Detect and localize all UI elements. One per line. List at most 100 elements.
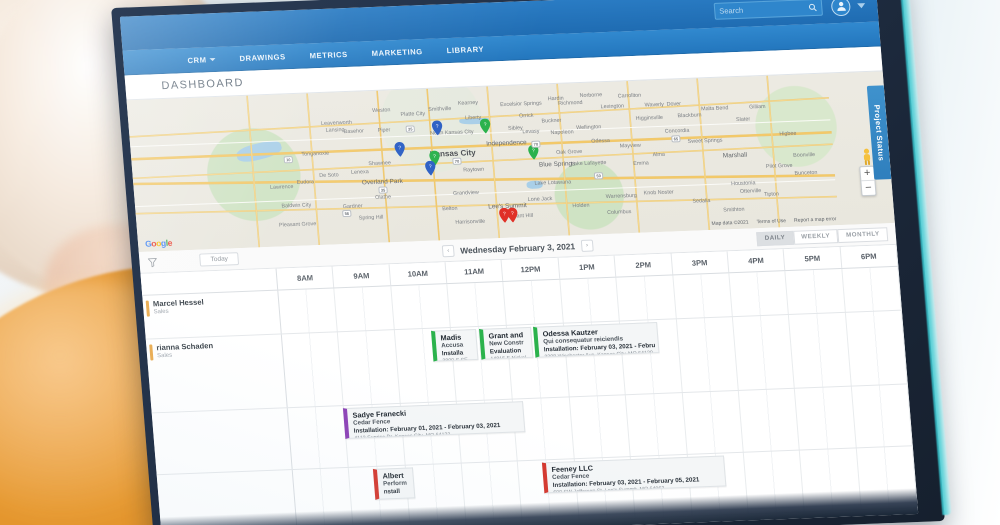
highway-shield-icon: 70 xyxy=(531,140,541,148)
svg-text:?: ? xyxy=(484,122,487,128)
svg-text:?: ? xyxy=(398,145,401,151)
map-marker-pin[interactable]: ? xyxy=(498,207,510,223)
map-place-label: Raytown xyxy=(463,166,485,174)
highway-shield-icon: 35 xyxy=(378,186,388,194)
view-weekly-button[interactable]: WEEKLY xyxy=(792,228,839,245)
previous-day-button[interactable]: ‹ xyxy=(441,244,455,257)
map-place-label: Shawnee xyxy=(368,160,392,168)
map-place-label: Sedalia xyxy=(692,198,711,205)
map-place-label: Oak Grove xyxy=(555,148,583,156)
map-place-label: Carrollton xyxy=(617,92,642,100)
time-column-header: 2PM xyxy=(614,253,673,277)
resource-label[interactable]: rianna Schaden Sales xyxy=(146,334,288,412)
map-place-label: Weston xyxy=(371,107,391,114)
map-place-label: Higginsville xyxy=(635,114,664,122)
scheduler-event-card[interactable]: Sadye Franecki Cedar Fence Installation: F… xyxy=(342,401,526,439)
resource-label[interactable] xyxy=(152,408,293,474)
nav-item-library[interactable]: LIBRARY xyxy=(446,45,484,55)
map-place-label: Sibley xyxy=(507,125,523,132)
scheduler-event-card[interactable]: Grant and New Constr Evaluation 14815 E Nic… xyxy=(479,326,534,360)
map-place-label: Leavenworth xyxy=(320,119,353,127)
map-place-label: Lawrence xyxy=(269,184,294,191)
time-column-header: 3PM xyxy=(671,251,730,275)
map-place-label: Waverly xyxy=(644,101,665,109)
map-place-label: Hardin xyxy=(547,95,564,103)
current-date-label: Wednesday February 3, 2021 xyxy=(459,240,576,256)
map-place-label: Grandview xyxy=(452,189,480,197)
nav-label: CRM xyxy=(187,55,207,66)
chevron-down-icon[interactable] xyxy=(857,2,866,8)
map-marker-pin[interactable]: ? xyxy=(431,120,443,136)
street-view-pegman-icon[interactable] xyxy=(860,148,874,166)
nav-item-drawings[interactable]: DRAWINGS xyxy=(239,52,286,63)
nav-item-crm[interactable]: CRM xyxy=(187,55,216,65)
user-avatar-icon[interactable] xyxy=(830,0,852,16)
map-place-label: Tipton xyxy=(763,191,780,198)
scheduler-event-card[interactable]: Odessa Kautzer Qui consequatur reiciendis… xyxy=(533,322,660,358)
map-place-label: Slater xyxy=(735,116,751,124)
map-place-label: Lenexa xyxy=(350,169,370,176)
map-marker-pin[interactable]: ? xyxy=(394,141,406,157)
map-marker-pin[interactable]: ? xyxy=(424,160,436,176)
map-place-label: Belton xyxy=(442,205,458,213)
map-place-label: Baldwin City xyxy=(281,202,312,210)
map-markers[interactable]: ???????? xyxy=(127,71,883,223)
map-marker-pin[interactable]: ? xyxy=(506,207,518,223)
google-logo: Google xyxy=(144,237,173,249)
top-bar xyxy=(119,0,879,51)
map-marker-pin[interactable]: ? xyxy=(527,144,539,160)
date-navigator: ‹ Wednesday February 3, 2021 › xyxy=(441,239,594,257)
today-button[interactable]: Today xyxy=(199,252,240,267)
scheduler-body: Marcel Hessel Sales rianna Schaden Sales Mad… xyxy=(142,266,918,525)
map-place-label: Basehor xyxy=(343,128,365,136)
scheduler-event-card[interactable]: Albert Perform nstall xyxy=(372,467,416,500)
scheduler-event-card[interactable]: Feeney LLC Cedar Fence Installation: Febru… xyxy=(541,455,727,494)
map-place-label: Alma xyxy=(652,151,666,159)
map-place-label: Warrensburg xyxy=(605,192,638,201)
view-daily-button[interactable]: DAILY xyxy=(756,230,794,246)
nav-item-metrics[interactable]: METRICS xyxy=(309,50,348,60)
svg-text:?: ? xyxy=(429,164,432,170)
view-monthly-button[interactable]: MONTHLY xyxy=(837,226,889,243)
search-icon[interactable] xyxy=(808,2,818,11)
event-address: 3800 S SE xyxy=(442,357,469,362)
time-column-header: 4PM xyxy=(727,249,786,273)
map-place-label: Boonville xyxy=(792,151,816,159)
map-place-label: Pilot Grove xyxy=(765,162,793,170)
map-place-label: Smithton xyxy=(723,206,745,214)
map-place-label: Gilliam xyxy=(748,103,766,111)
event-schedule: nstall xyxy=(383,488,401,496)
search-box[interactable] xyxy=(713,0,823,20)
map-marker-pin[interactable]: ? xyxy=(429,150,441,166)
map-place-label: Napoleon xyxy=(550,129,574,137)
scheduler-event-card[interactable]: Madis Accusa Installa 3800 S SE xyxy=(430,328,479,362)
zoom-out-button[interactable]: − xyxy=(864,181,873,194)
scheduler: 8AM 9AM 10AM 11AM 12PM 1PM 2PM 3PM 4PM 5PM 6PM Mar… xyxy=(140,244,918,525)
scheduler-toolbar: Today ‹ Wednesday February 3, 2021 › DAI… xyxy=(138,222,897,274)
map-place-label: Wellington xyxy=(575,124,602,132)
filter-funnel-icon[interactable] xyxy=(147,257,158,267)
avatar-glyph xyxy=(836,1,846,12)
chevron-down-icon xyxy=(209,58,216,62)
map-place-label: Houstonia xyxy=(730,180,756,188)
time-column-header: 6PM xyxy=(840,244,899,268)
map-place-label: Tonganoxie xyxy=(301,150,330,158)
svg-text:?: ? xyxy=(436,124,439,130)
map-place-label: Bunceton xyxy=(794,169,818,177)
map-place-label: Blackburn xyxy=(677,112,702,120)
search-input[interactable] xyxy=(718,2,818,16)
highway-shield-icon: 56 xyxy=(342,209,352,218)
map-marker-pin[interactable]: ? xyxy=(479,118,491,134)
next-day-button[interactable]: › xyxy=(580,239,594,252)
nav-label: LIBRARY xyxy=(446,44,485,56)
resource-accent-bar xyxy=(149,344,153,361)
terms-of-use-link[interactable]: Terms of Use xyxy=(756,218,787,226)
map-place-label: Emma xyxy=(633,160,650,167)
nav-item-marketing[interactable]: MARKETING xyxy=(371,47,423,58)
resource-label[interactable]: Marcel Hessel Sales xyxy=(142,291,281,339)
map-panel[interactable]: Kansas City Independence Overland Park Blue… xyxy=(126,71,895,252)
map-place-label: Lexington xyxy=(600,103,625,111)
zoom-in-button[interactable]: + xyxy=(860,166,875,182)
map-place-label: De Soto xyxy=(318,172,339,180)
